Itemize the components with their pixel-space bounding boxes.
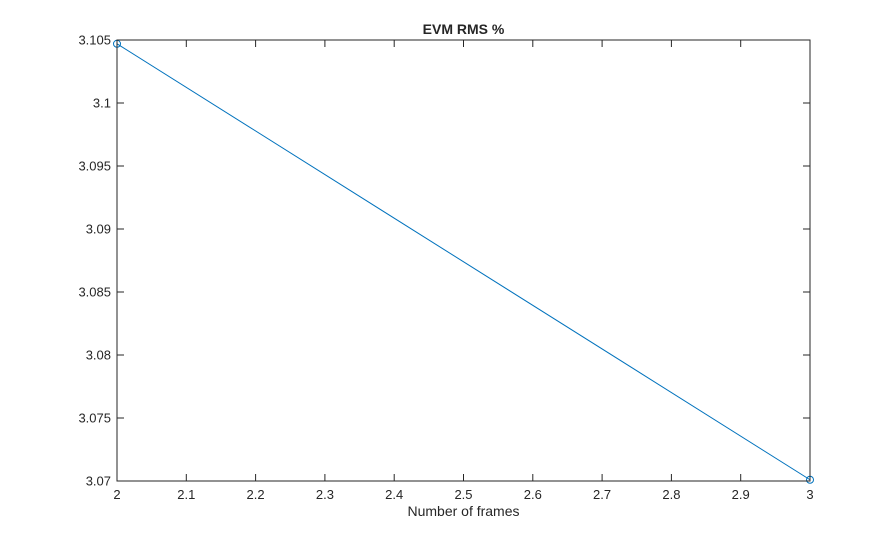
chart-title: EVM RMS %: [423, 21, 505, 37]
x-tick-label: 2.5: [454, 487, 472, 502]
plot-area-box: [116, 39, 811, 482]
x-tick-label: 2.7: [593, 487, 611, 502]
x-tick-label: 2.3: [316, 487, 334, 502]
x-tick-label: 2.8: [662, 487, 680, 502]
axes-layer: 2 2.1 2.2 2.3 2.4 2.5 2.6 2.7 2.8 2.9 3 3.07 3.075 3.…: [78, 33, 813, 503]
y-tick-label: 3.1: [93, 96, 111, 111]
y-tick-label: 3.085: [78, 285, 111, 300]
y-tick-label: 3.07: [86, 474, 111, 489]
x-tick-label: 2.2: [247, 487, 265, 502]
x-tick-label: 2.1: [177, 487, 195, 502]
x-tick-label: 2.9: [732, 487, 750, 502]
y-tick-label: 3.075: [78, 411, 111, 426]
x-tick-label: 3: [806, 487, 813, 502]
y-tick-label: 3.08: [86, 348, 111, 363]
x-tick-label: 2.6: [524, 487, 542, 502]
x-tick-label: 2.4: [385, 487, 403, 502]
y-tick-label: 3.09: [86, 222, 111, 237]
y-tick-label: 3.095: [78, 159, 111, 174]
series-line: [116, 43, 811, 481]
y-tick-label: 3.105: [78, 33, 111, 48]
x-axis-label: Number of frames: [407, 503, 519, 519]
x-tick-label: 2: [113, 487, 120, 502]
